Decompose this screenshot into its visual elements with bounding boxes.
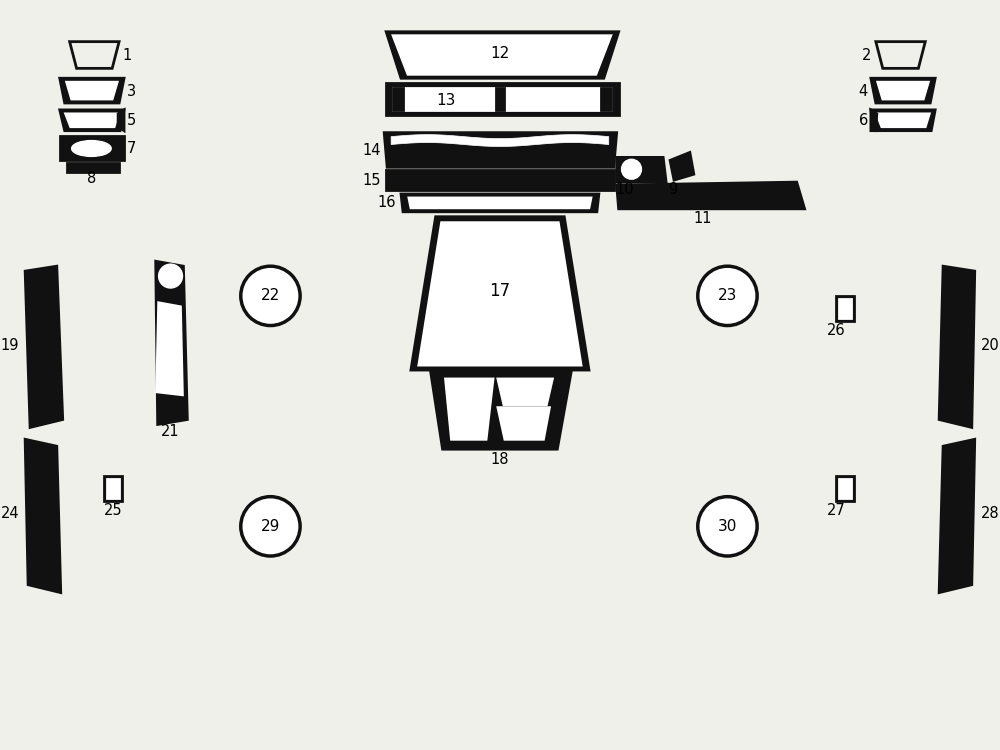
- Ellipse shape: [72, 140, 111, 157]
- Polygon shape: [386, 170, 614, 190]
- Text: 19: 19: [1, 338, 19, 352]
- Text: 17: 17: [489, 282, 511, 300]
- Polygon shape: [157, 303, 182, 394]
- Text: 30: 30: [718, 519, 737, 534]
- Text: 10: 10: [615, 182, 634, 196]
- Polygon shape: [871, 78, 935, 103]
- Polygon shape: [871, 110, 935, 130]
- Polygon shape: [386, 83, 619, 115]
- Bar: [836, 296, 854, 320]
- Bar: [836, 476, 854, 501]
- Polygon shape: [118, 110, 124, 130]
- Text: 16: 16: [378, 196, 396, 211]
- Polygon shape: [601, 88, 611, 110]
- Polygon shape: [419, 223, 581, 365]
- Text: 21: 21: [161, 424, 180, 439]
- Text: 29: 29: [261, 519, 280, 534]
- Text: 27: 27: [827, 503, 846, 518]
- Polygon shape: [67, 164, 119, 172]
- Text: 3: 3: [127, 83, 136, 98]
- Circle shape: [160, 266, 181, 287]
- Text: 4: 4: [859, 83, 868, 98]
- Polygon shape: [156, 261, 187, 424]
- Text: 25: 25: [104, 503, 122, 518]
- Text: 9: 9: [668, 182, 678, 196]
- Text: 11: 11: [693, 211, 712, 226]
- Polygon shape: [386, 32, 619, 78]
- Polygon shape: [60, 78, 124, 103]
- Text: 6: 6: [859, 113, 868, 128]
- Polygon shape: [878, 82, 928, 99]
- Text: 14: 14: [363, 143, 381, 158]
- Polygon shape: [70, 42, 119, 68]
- Bar: [107, 478, 119, 498]
- Polygon shape: [67, 82, 117, 99]
- Bar: [839, 298, 851, 318]
- Text: 2: 2: [862, 48, 871, 63]
- Polygon shape: [877, 114, 929, 127]
- Circle shape: [698, 266, 757, 326]
- Text: 12: 12: [490, 46, 510, 61]
- Text: 5: 5: [127, 113, 136, 128]
- Polygon shape: [871, 110, 877, 130]
- Polygon shape: [670, 152, 694, 180]
- Text: 8: 8: [87, 171, 96, 186]
- Polygon shape: [25, 266, 63, 428]
- Polygon shape: [939, 266, 975, 428]
- Polygon shape: [498, 379, 552, 405]
- Text: 28: 28: [981, 506, 999, 521]
- Polygon shape: [393, 88, 611, 110]
- Text: 15: 15: [363, 172, 381, 188]
- Text: 23: 23: [718, 288, 737, 303]
- Polygon shape: [409, 198, 591, 208]
- Text: 18: 18: [491, 452, 509, 466]
- Circle shape: [623, 160, 640, 178]
- Polygon shape: [496, 88, 504, 110]
- Text: 22: 22: [261, 288, 280, 303]
- Polygon shape: [393, 88, 403, 110]
- Polygon shape: [384, 133, 617, 167]
- Bar: [839, 478, 851, 498]
- Bar: [104, 476, 122, 501]
- Polygon shape: [617, 182, 805, 209]
- Polygon shape: [876, 42, 925, 68]
- Text: 7: 7: [127, 141, 136, 156]
- Circle shape: [241, 266, 300, 326]
- Text: 1: 1: [122, 48, 131, 63]
- Polygon shape: [498, 408, 549, 440]
- Polygon shape: [60, 110, 124, 130]
- Polygon shape: [446, 379, 493, 440]
- Circle shape: [241, 496, 300, 556]
- Polygon shape: [25, 440, 61, 592]
- Text: 24: 24: [1, 506, 19, 521]
- Polygon shape: [617, 158, 666, 182]
- Circle shape: [698, 496, 757, 556]
- Polygon shape: [391, 135, 609, 146]
- Polygon shape: [431, 372, 571, 449]
- Polygon shape: [60, 136, 124, 160]
- Polygon shape: [66, 114, 118, 127]
- Text: 26: 26: [827, 323, 846, 338]
- Polygon shape: [393, 36, 611, 74]
- Polygon shape: [401, 194, 599, 211]
- Polygon shape: [411, 217, 589, 370]
- Polygon shape: [939, 440, 975, 592]
- Text: 13: 13: [436, 92, 455, 107]
- Text: 20: 20: [981, 338, 999, 352]
